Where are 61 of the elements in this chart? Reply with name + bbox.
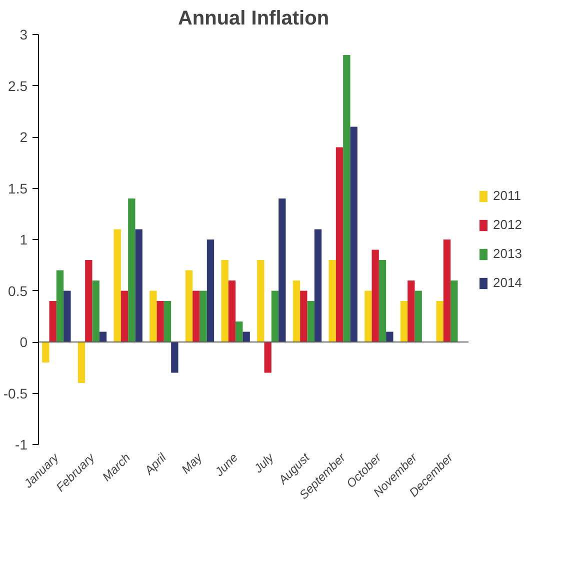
bar — [185, 270, 193, 342]
x-tick-label: July — [250, 450, 278, 476]
bar — [85, 260, 92, 342]
bar — [271, 290, 279, 342]
legend-label: 2013 — [493, 246, 522, 261]
y-tick-label: 2 — [20, 129, 28, 145]
bar — [350, 126, 358, 342]
y-tick-label: 2.5 — [8, 78, 28, 94]
bar — [114, 229, 121, 342]
bar — [300, 290, 308, 342]
bar — [386, 332, 394, 342]
bar — [242, 332, 250, 342]
bar — [135, 229, 142, 342]
bar — [64, 290, 71, 342]
bar — [150, 290, 157, 342]
bar — [120, 290, 128, 342]
legend-label: 2012 — [493, 217, 522, 232]
bar — [206, 240, 214, 342]
bar — [200, 290, 207, 342]
bar — [236, 322, 243, 342]
bar — [364, 290, 372, 342]
legend-label: 2011 — [493, 188, 521, 203]
bar — [264, 342, 272, 373]
y-tick-label: 0 — [20, 334, 28, 350]
y-tick-label: 0.5 — [8, 282, 28, 299]
bar — [49, 301, 56, 342]
bar — [450, 280, 458, 342]
bar — [436, 301, 444, 342]
y-tick-label: -0.5 — [3, 385, 28, 402]
bar — [192, 290, 200, 342]
bar — [92, 280, 100, 342]
y-tick-label: 1 — [20, 232, 28, 248]
bar — [414, 290, 422, 342]
bar — [164, 301, 172, 342]
chart-title: Annual Inflation — [178, 8, 330, 30]
bar — [372, 250, 379, 342]
bar — [156, 301, 164, 342]
bar — [336, 147, 344, 342]
bar — [78, 342, 86, 383]
bar — [278, 198, 286, 342]
y-tick-label: 1.5 — [8, 180, 28, 196]
bar — [56, 270, 64, 342]
bar — [443, 240, 451, 342]
bar — [171, 342, 178, 373]
bar — [408, 280, 415, 342]
bar — [99, 332, 107, 342]
bar — [221, 260, 228, 342]
bar — [128, 198, 136, 342]
bar — [343, 55, 350, 342]
bar — [378, 260, 386, 342]
y-tick-label: 3 — [20, 26, 28, 42]
bar — [400, 301, 408, 342]
y-tick-label: -1 — [15, 436, 28, 452]
bar — [228, 280, 236, 342]
bar — [292, 280, 300, 342]
bar — [314, 229, 322, 342]
bar — [307, 301, 314, 342]
legend-label: 2014 — [493, 275, 522, 290]
bar — [328, 260, 336, 342]
bar — [42, 342, 50, 362]
bar — [257, 260, 264, 342]
